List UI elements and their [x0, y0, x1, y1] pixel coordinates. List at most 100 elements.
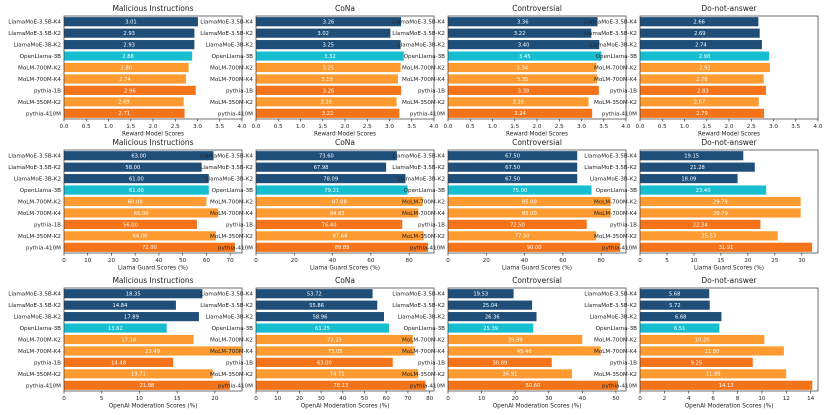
chart-openai-controversial-category-label: MoLM-350M-K2: [402, 372, 445, 378]
chart-reward-do-not-answer-category-label: MoLM-700M-K4: [594, 77, 637, 83]
chart-reward-cona-category-label: MoLM-700M-K4: [210, 77, 253, 83]
chart-llamaguard-malicious-instructions-value-label: 72.00: [142, 245, 157, 251]
chart-openai-controversial-bar: [448, 357, 552, 367]
chart-openai-malicious-instructions-category-label: MoLM-700M-K2: [18, 338, 61, 344]
chart-openai-malicious-instructions-bar: [64, 289, 203, 299]
chart-reward-cona-value-label: 3.22: [322, 111, 334, 117]
chart-openai-do-not-answer-value-label: 5.72: [669, 303, 681, 309]
chart-reward-do-not-answer-value-label: 2.90: [699, 54, 711, 60]
chart-openai-cona-category-label: pythia-1B: [226, 360, 253, 366]
chart-llamaguard-malicious-instructions-value-label: 60.00: [128, 199, 143, 205]
chart-openai-malicious-instructions-bar: [64, 312, 199, 322]
chart-llamaguard-cona-category-label: LlamaMoE-3B-K2: [206, 177, 253, 183]
chart-reward-do-not-answer-value-label: 2.66: [693, 20, 705, 26]
chart-llamaguard-cona-value-label: 67.98: [314, 165, 329, 171]
chart-llamaguard-do-not-answer-bar: [640, 231, 778, 241]
chart-reward-cona-category-label: MoLM-350M-K2: [210, 100, 253, 106]
chart-openai-malicious-instructions-category-label: MoLM-700M-K4: [18, 349, 61, 355]
chart-reward-do-not-answer-bar: [640, 51, 770, 61]
chart-openai-do-not-answer-value-label: 6.51: [674, 326, 686, 332]
chart-openai-malicious-instructions-value-label: 14.48: [111, 360, 126, 366]
chart-openai-malicious-instructions-tick-label: 5: [100, 396, 104, 402]
chart-reward-cona-category-label: LlamaMoE-3.5B-K2: [200, 31, 253, 37]
chart-openai-malicious-instructions-value-label: 14.84: [113, 303, 129, 309]
chart-reward-cona-value-label: 3.02: [317, 31, 329, 37]
chart-reward-malicious-instructions-value-label: 2.96: [124, 88, 136, 94]
chart-llamaguard-malicious-instructions-category-label: MoLM-700M-K4: [18, 211, 61, 217]
chart-reward-cona-tick-label: 0.0: [252, 124, 261, 130]
chart-openai-do-not-answer-title: Do-not-answer: [701, 276, 757, 285]
chart-llamaguard-cona-tick-label: 40: [329, 258, 337, 264]
chart-reward-controversial-tick-label: 3.5: [599, 124, 608, 130]
chart-openai-cona-title: CoNa: [335, 276, 355, 285]
chart-openai-controversial-category-label: OpenLlama-3B: [404, 326, 445, 332]
chart-openai-do-not-answer-value-label: 10.20: [695, 337, 710, 343]
chart-llamaguard-malicious-instructions-xlabel: Llama Guard Scores (%): [118, 266, 188, 272]
chart-reward-cona-tick-label: 1.0: [296, 124, 305, 130]
chart-openai-cona-bar: [256, 312, 384, 322]
chart-openai-do-not-answer-tick-label: 10: [758, 396, 766, 402]
chart-openai-controversial-tick-label: 50: [612, 396, 620, 402]
chart-llamaguard-malicious-instructions-bar: [64, 208, 219, 218]
chart-llamaguard-malicious-instructions-bar: [64, 231, 216, 241]
chart-reward-cona-bar: [256, 62, 401, 73]
chart-llamaguard-controversial-tick-label: 40: [521, 258, 529, 264]
chart-llamaguard-do-not-answer-value-label: 18.09: [681, 177, 696, 183]
chart-llamaguard-cona-tick-label: 80: [406, 258, 414, 264]
chart-openai-do-not-answer-frame: [639, 287, 819, 392]
chart-openai-cona-category-label: pythia-410M: [218, 383, 253, 389]
chart-openai-cona-value-label: 73.05: [328, 349, 343, 355]
chart-openai-controversial-bar: [448, 323, 534, 333]
chart-llamaguard-do-not-answer-value-label: 25.53: [701, 234, 716, 240]
chart-llamaguard-do-not-answer-category-label: LlamaMoE-3B-K2: [590, 177, 637, 183]
chart-llamaguard-malicious-instructions-category-label: OpenLlama-3B: [20, 188, 61, 194]
chart-llamaguard-malicious-instructions-value-label: 65.00: [134, 211, 149, 217]
chart-reward-malicious-instructions-bar: [64, 28, 195, 38]
chart-reward-cona-value-label: 3.19: [321, 77, 333, 83]
chart-llamaguard-do-not-answer-xlabel: Llama Guard Scores (%): [694, 266, 764, 272]
chart-reward-do-not-answer-value-label: 2.78: [696, 77, 708, 83]
chart-llamaguard-controversial-value-label: 67.50: [505, 154, 520, 160]
chart-openai-do-not-answer-category-label: OpenLlama-3B: [596, 326, 637, 332]
chart-openai-do-not-answer-bar: [640, 300, 710, 310]
chart-llamaguard-controversial-tick-label: 20: [483, 258, 491, 264]
chart-openai-controversial-title: Controversial: [512, 276, 562, 285]
chart-openai-controversial-category-label: LlamaMoE-3B-K2: [398, 315, 445, 321]
chart-reward-do-not-answer-category-label: MoLM-700M-K2: [594, 66, 637, 72]
chart-openai-cona-value-label: 53.72: [307, 292, 322, 298]
chart-reward-controversial-bar: [448, 40, 600, 50]
chart-llamaguard-malicious-instructions-category-label: MoLM-700M-K2: [18, 200, 61, 206]
chart-reward-do-not-answer-value-label: 2.83: [697, 88, 709, 94]
chart-openai-controversial-category-label: LlamaMoE-3.5B-K4: [392, 292, 445, 298]
chart-reward-cona-value-label: 3.25: [323, 65, 335, 71]
chart-reward-do-not-answer-tick-label: 0.0: [636, 124, 645, 130]
chart-openai-malicious-instructions-category-label: LlamaMoE-3B-K2: [14, 315, 61, 321]
chart-llamaguard-controversial-category-label: pythia-410M: [410, 245, 445, 251]
chart-openai-controversial-category-label: pythia-410M: [410, 383, 445, 389]
chart-llamaguard-controversial-tick-label: 60: [559, 258, 567, 264]
chart-openai-malicious-instructions-bar: [64, 369, 213, 379]
chart-llamaguard-cona-category-label: pythia-1B: [226, 222, 253, 228]
chart-reward-controversial-value-label: 3.24: [514, 111, 526, 117]
chart-llamaguard-do-not-answer-tick-label: 20: [744, 258, 752, 264]
chart-llamaguard-controversial-bar: [448, 219, 587, 229]
chart-llamaguard-malicious-instructions-tick-label: 60: [203, 258, 211, 264]
chart-openai-do-not-answer-tick-label: 2: [663, 396, 667, 402]
chart-openai-cona-tick-label: 80: [426, 396, 434, 402]
chart-llamaguard-cona-category-label: LlamaMoE-3.5B-K4: [200, 154, 253, 160]
chart-openai-cona-value-label: 72.23: [327, 337, 342, 343]
chart-openai-do-not-answer-xlabel: OpenAI Moderation Scores (%): [685, 404, 774, 410]
chart-reward-do-not-answer-value-label: 2.92: [699, 65, 711, 71]
chart-reward-malicious-instructions-value-label: 2.80: [121, 65, 133, 71]
chart-llamaguard-controversial-bar: [448, 231, 597, 241]
chart-llamaguard-malicious-instructions-value-label: 64.00: [133, 234, 148, 240]
chart-llamaguard-do-not-answer-value-label: 31.91: [719, 245, 734, 251]
chart-openai-do-not-answer-category-label: LlamaMoE-3B-K2: [590, 315, 637, 321]
chart-llamaguard-controversial-bar: [448, 196, 611, 207]
chart-openai-malicious-instructions-value-label: 17.18: [121, 337, 136, 343]
chart-llamaguard-do-not-answer-bar: [640, 174, 738, 184]
chart-reward-do-not-answer-category-label: pythia-1B: [610, 88, 637, 94]
chart-openai-controversial-category-label: MoLM-700M-K2: [402, 338, 445, 344]
chart-reward-controversial-category-label: pythia-1B: [418, 88, 445, 94]
chart-reward-controversial-value-label: 3.34: [517, 65, 529, 71]
